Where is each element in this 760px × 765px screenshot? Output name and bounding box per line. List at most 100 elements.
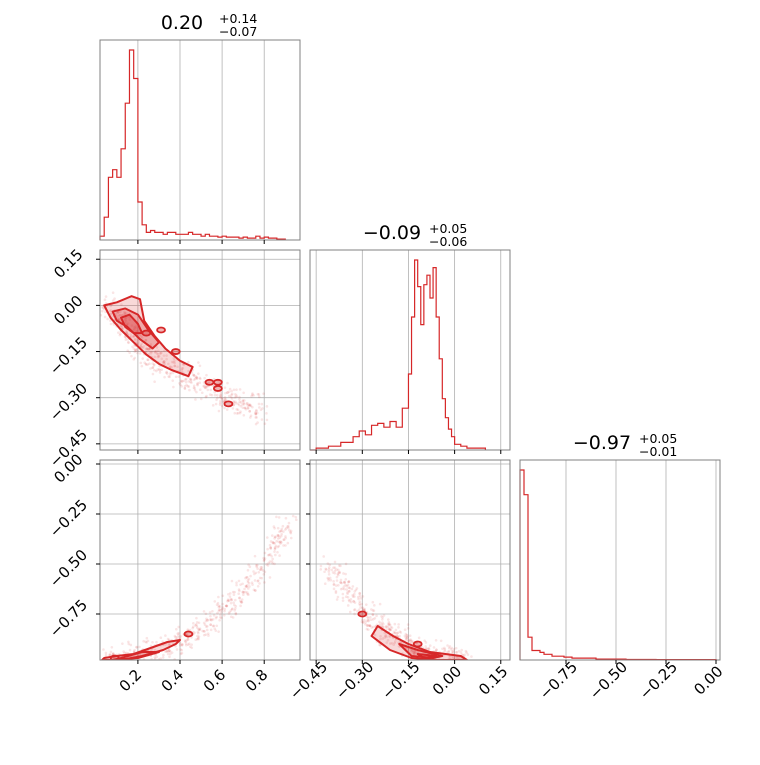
sample-point: [133, 664, 136, 667]
x-tick-label-param-2: −0.50: [586, 658, 631, 703]
sample-point: [144, 640, 148, 644]
sample-point: [455, 656, 459, 659]
sample-point: [265, 418, 269, 422]
sample-point: [348, 599, 351, 603]
sample-point: [373, 633, 377, 637]
sample-point: [439, 665, 442, 668]
y-tick-label-param-1: 0.00: [50, 292, 86, 328]
sample-point: [224, 604, 228, 608]
sample-point: [452, 656, 456, 660]
sample-point: [344, 583, 347, 587]
sample-point: [118, 314, 122, 317]
sample-point: [247, 587, 250, 590]
sample-point: [446, 644, 449, 647]
sample-point: [423, 639, 426, 642]
sample-point: [132, 358, 136, 361]
sample-point: [234, 612, 238, 616]
sample-point: [225, 604, 228, 608]
sample-point: [245, 584, 249, 587]
sample-point: [221, 606, 225, 609]
sample-point: [173, 634, 177, 638]
sample-point: [106, 664, 109, 667]
sample-point: [244, 590, 247, 594]
sample-point: [398, 630, 402, 633]
sample-point: [155, 346, 159, 349]
sample-point: [446, 663, 449, 666]
sample-point: [280, 527, 284, 531]
sample-point: [149, 343, 153, 346]
sample-point: [229, 615, 233, 619]
sample-point: [101, 306, 105, 310]
sample-point: [167, 650, 170, 653]
sample-point: [256, 579, 259, 583]
sample-point: [171, 379, 175, 382]
sample-point: [353, 590, 357, 593]
sample-point: [346, 591, 349, 594]
sample-point: [273, 537, 276, 540]
sample-point: [219, 393, 222, 397]
sample-point: [116, 311, 119, 315]
sample-point: [364, 620, 367, 624]
histogram-param-1: [310, 259, 486, 451]
sample-point: [186, 643, 190, 647]
sample-point: [230, 392, 234, 396]
sample-point: [195, 624, 199, 628]
sample-point: [397, 623, 400, 626]
sample-point: [375, 614, 378, 618]
sample-point: [192, 373, 195, 377]
sample-point: [353, 595, 356, 598]
sample-point: [337, 583, 340, 587]
sample-point: [273, 542, 277, 545]
sample-point: [220, 616, 223, 620]
sample-point: [187, 380, 191, 383]
sample-point: [178, 641, 182, 645]
sample-point: [187, 385, 191, 388]
sample-point: [351, 593, 354, 597]
sample-point: [387, 620, 391, 624]
sample-point: [233, 590, 236, 594]
sample-point: [132, 328, 135, 332]
sample-point: [236, 408, 240, 412]
sample-point: [200, 391, 204, 395]
sample-point: [384, 633, 388, 637]
sample-point: [341, 587, 344, 590]
sample-point: [118, 317, 121, 321]
sample-point: [271, 540, 275, 544]
sample-point: [202, 633, 206, 637]
sample-point: [326, 576, 330, 580]
sample-point: [135, 661, 138, 664]
sample-point: [255, 416, 258, 419]
sample-point: [217, 605, 221, 609]
sample-point: [349, 597, 353, 601]
sample-point: [361, 612, 365, 616]
sample-point: [125, 663, 128, 666]
sample-point: [248, 409, 251, 413]
sample-point: [249, 416, 252, 419]
sample-point: [169, 650, 172, 653]
sample-point: [109, 312, 113, 316]
sample-point: [133, 648, 136, 652]
sample-point: [273, 535, 277, 539]
sample-point: [146, 358, 149, 362]
sample-point: [221, 607, 224, 611]
sample-point: [365, 619, 369, 622]
sample-point: [246, 592, 249, 596]
sample-point: [247, 582, 251, 585]
sample-point: [323, 582, 327, 586]
sample-point: [127, 642, 131, 646]
sample-point: [367, 619, 370, 623]
sample-point: [236, 402, 240, 405]
sample-point: [192, 384, 196, 388]
sample-point: [118, 333, 122, 337]
sample-point: [334, 584, 338, 587]
sample-point: [167, 649, 171, 653]
sample-point: [333, 566, 337, 569]
sample-point: [275, 515, 278, 519]
sample-point: [463, 667, 466, 670]
sample-point: [458, 664, 461, 667]
sample-point: [205, 394, 208, 398]
sample-point: [253, 589, 257, 592]
sample-point: [256, 421, 259, 424]
sample-point: [226, 592, 230, 596]
sample-point: [348, 610, 352, 614]
